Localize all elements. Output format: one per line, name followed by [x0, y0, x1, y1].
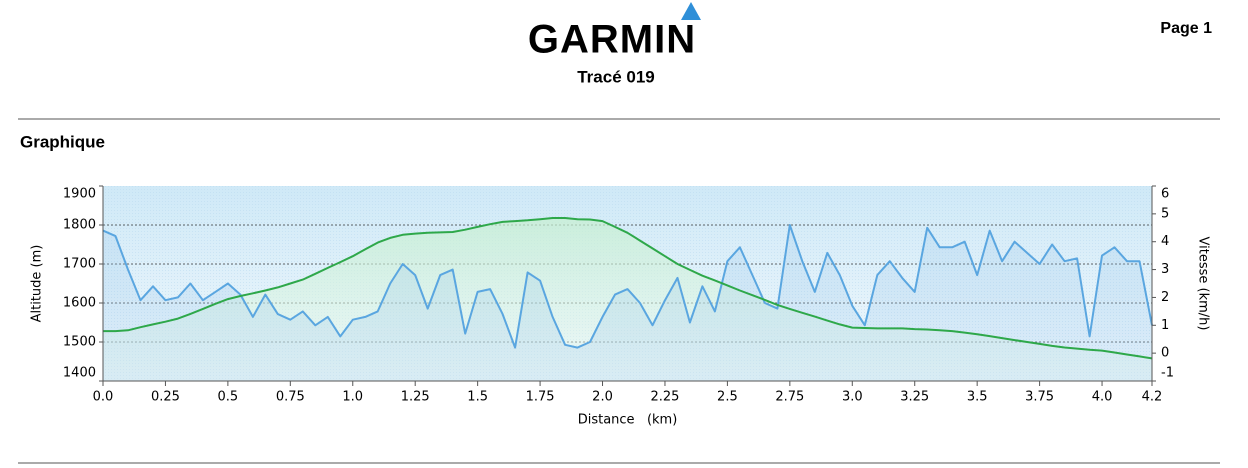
y-tick-label: 1500	[63, 335, 96, 350]
section-title: Graphique	[20, 132, 105, 151]
x-tick-label: 1.5	[467, 390, 488, 405]
y2-tick-label: 0	[1161, 346, 1169, 361]
y-tick-label: 1700	[63, 257, 96, 272]
x-tick-label: 0.5	[218, 390, 239, 405]
logo: GARMIN	[528, 18, 696, 62]
y2-tick-label: 4	[1161, 234, 1169, 249]
series-area	[103, 218, 1152, 381]
y2-tick-label: 2	[1161, 290, 1169, 305]
x-tick-label: 0.0	[93, 390, 114, 405]
y-tick-label: 1400	[63, 366, 96, 381]
y2-axis-label: Vitesse (km/h)	[1196, 237, 1211, 331]
y2-tick-label: 1	[1161, 318, 1169, 333]
x-tick-label: 4.2	[1142, 390, 1163, 405]
x-tick-label: 2.5	[717, 390, 738, 405]
x-tick-label: 3.25	[900, 390, 929, 405]
x-tick-label: 1.75	[526, 390, 555, 405]
x-tick-label: 3.5	[967, 390, 988, 405]
y-tick-label: 1800	[63, 218, 96, 233]
y-tick-label: 1900	[63, 187, 96, 202]
y-tick-label: 1600	[63, 296, 96, 311]
logo-triangle	[681, 2, 701, 20]
series-line	[103, 217, 1153, 360]
x-tick-label: 1.0	[342, 390, 363, 405]
x-tick-label: 3.75	[1025, 390, 1054, 405]
x-axis-label: Distance (km)	[578, 413, 678, 428]
x-tick-label: 2.25	[650, 390, 679, 405]
x-tick-label: 0.75	[276, 390, 305, 405]
y-axis-label: Altitude (m)	[30, 245, 45, 323]
series-area	[103, 225, 1152, 381]
y2-tick-label: 6	[1161, 187, 1169, 202]
x-tick-label: 4.0	[1092, 390, 1113, 405]
report-title: Tracé 019	[577, 67, 655, 86]
x-tick-label: 1.25	[401, 390, 430, 405]
x-tick-label: 2.75	[775, 390, 804, 405]
y2-tick-label: 3	[1161, 262, 1169, 277]
x-tick-label: 3.0	[842, 390, 863, 405]
x-tick-label: 0.25	[151, 390, 180, 405]
y2-tick-label: 5	[1161, 206, 1169, 221]
page-number: Page 1	[1160, 20, 1212, 37]
y2-tick-label: -1	[1161, 366, 1174, 381]
x-tick-label: 2.0	[592, 390, 613, 405]
series-line	[102, 224, 1153, 349]
